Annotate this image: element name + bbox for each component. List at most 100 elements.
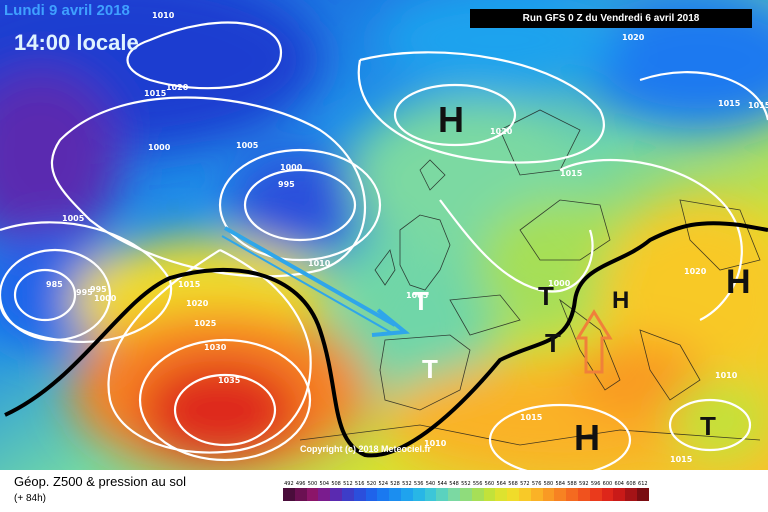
scale-cell: 576 <box>530 480 543 501</box>
legend-title: Géop. Z500 & pression au sol <box>14 474 186 489</box>
scale-cell: 608 <box>625 480 637 501</box>
forecast-time: 14:00 locale <box>14 30 139 55</box>
scale-cell: 520 <box>365 480 378 501</box>
scale-cell: 556 <box>471 480 484 501</box>
scale-swatch <box>636 488 649 501</box>
scale-cell: 496 <box>294 480 307 501</box>
scale-swatch <box>436 488 449 501</box>
scale-cell: 560 <box>483 480 496 501</box>
isobar-label: 1010 <box>308 259 331 268</box>
scale-swatch <box>507 488 519 501</box>
isobar-label: 1000 <box>548 279 571 288</box>
scale-cell: 596 <box>589 480 602 501</box>
isobar-label: 1035 <box>218 376 241 385</box>
geopotential-map: H H H H T T T T T 1010 1020 1020 1015 10… <box>0 0 768 470</box>
scale-value: 564 <box>496 481 507 487</box>
isobar-label: 1005 <box>62 214 85 223</box>
trajectory-arrow-orange <box>575 309 613 374</box>
scale-cell: 588 <box>566 480 578 501</box>
scale-value: 532 <box>402 481 412 487</box>
scale-value: 512 <box>343 481 353 487</box>
isobar-label: 1030 <box>204 343 227 352</box>
isobar-label: 1010 <box>424 439 447 448</box>
scale-swatch <box>318 488 331 501</box>
scale-value: 508 <box>331 481 341 487</box>
scale-value: 572 <box>520 481 530 487</box>
scale-swatch <box>613 488 626 501</box>
scale-value: 516 <box>354 481 365 487</box>
scale-value: 528 <box>390 481 400 487</box>
scale-cell: 536 <box>412 480 425 501</box>
isobar-label: 985 <box>46 280 63 289</box>
scale-swatch <box>577 488 590 501</box>
isobar-label: 1020 <box>684 267 707 276</box>
scale-swatch <box>330 488 342 501</box>
low-center-label: T <box>413 286 429 316</box>
trajectory-arrow-blue <box>221 226 411 337</box>
scale-value: 600 <box>602 481 613 487</box>
scale-swatch <box>341 488 354 501</box>
scale-value: 548 <box>449 481 459 487</box>
scale-value: 540 <box>425 481 436 487</box>
isobar-label: 1025 <box>194 319 217 328</box>
scale-cell: 504 <box>318 480 331 501</box>
scale-value: 492 <box>284 481 294 487</box>
scale-value: 504 <box>319 481 330 487</box>
isobar-label: 1005 <box>406 291 429 300</box>
scale-swatch <box>424 488 437 501</box>
scale-cell: 568 <box>507 480 519 501</box>
isobar-label: 1015 <box>748 101 768 110</box>
forecast-date: Lundi 9 avril 2018 <box>4 2 130 19</box>
isobar-label: 1020 <box>490 127 513 136</box>
scale-cell: 584 <box>554 480 567 501</box>
scale-cell: 544 <box>436 480 449 501</box>
high-center-label: H <box>438 99 464 140</box>
isobar-label: 1015 <box>520 413 543 422</box>
scale-cell: 572 <box>518 480 531 501</box>
scale-value: 612 <box>638 481 648 487</box>
high-center-label: H <box>574 417 600 458</box>
isobar-label: 1020 <box>622 33 645 42</box>
scale-swatch <box>365 488 378 501</box>
isobar-label: 1015 <box>560 169 583 178</box>
scale-swatch <box>412 488 425 501</box>
scale-cell: 528 <box>389 480 401 501</box>
scale-swatch <box>518 488 531 501</box>
isobar-label: 995 <box>90 285 107 294</box>
scale-value: 536 <box>413 481 424 487</box>
color-scale: 492 496 500 504 508 512 516 520 524 528 532 536 540 5… <box>283 480 649 501</box>
scale-swatch <box>459 488 472 501</box>
scale-value: 500 <box>307 481 318 487</box>
scale-cell: 612 <box>636 480 649 501</box>
scale-value: 544 <box>437 481 448 487</box>
scale-value: 584 <box>555 481 565 487</box>
low-center-label: T <box>538 281 554 311</box>
scale-swatch <box>483 488 496 501</box>
scale-cell: 512 <box>341 480 354 501</box>
isobar-labels: 1010 1020 1020 1015 1000 1005 1000 995 1… <box>46 11 768 464</box>
scale-swatch <box>389 488 401 501</box>
scale-cell: 600 <box>601 480 614 501</box>
scale-cell: 492 <box>283 480 295 501</box>
scale-cell: 564 <box>495 480 508 501</box>
scale-value: 608 <box>626 481 636 487</box>
scale-value: 604 <box>614 481 624 487</box>
scale-value: 560 <box>484 481 495 487</box>
isobar-label: 1000 <box>280 163 303 172</box>
front-line <box>4 221 768 458</box>
low-center-label: T <box>422 354 438 384</box>
isobar-label: 1010 <box>152 11 175 20</box>
scale-value: 596 <box>590 481 601 487</box>
isobar-label: 1015 <box>718 99 741 108</box>
scale-swatch <box>589 488 602 501</box>
scale-cell: 580 <box>542 480 555 501</box>
scale-value: 552 <box>461 481 471 487</box>
pressure-centers: H H H H T T T T T <box>413 99 751 458</box>
scale-cell: 500 <box>306 480 319 501</box>
scale-cell: 548 <box>448 480 460 501</box>
scale-swatch <box>566 488 578 501</box>
scale-swatch <box>495 488 508 501</box>
isobar-label: 1000 <box>148 143 171 152</box>
isobars <box>0 21 768 470</box>
